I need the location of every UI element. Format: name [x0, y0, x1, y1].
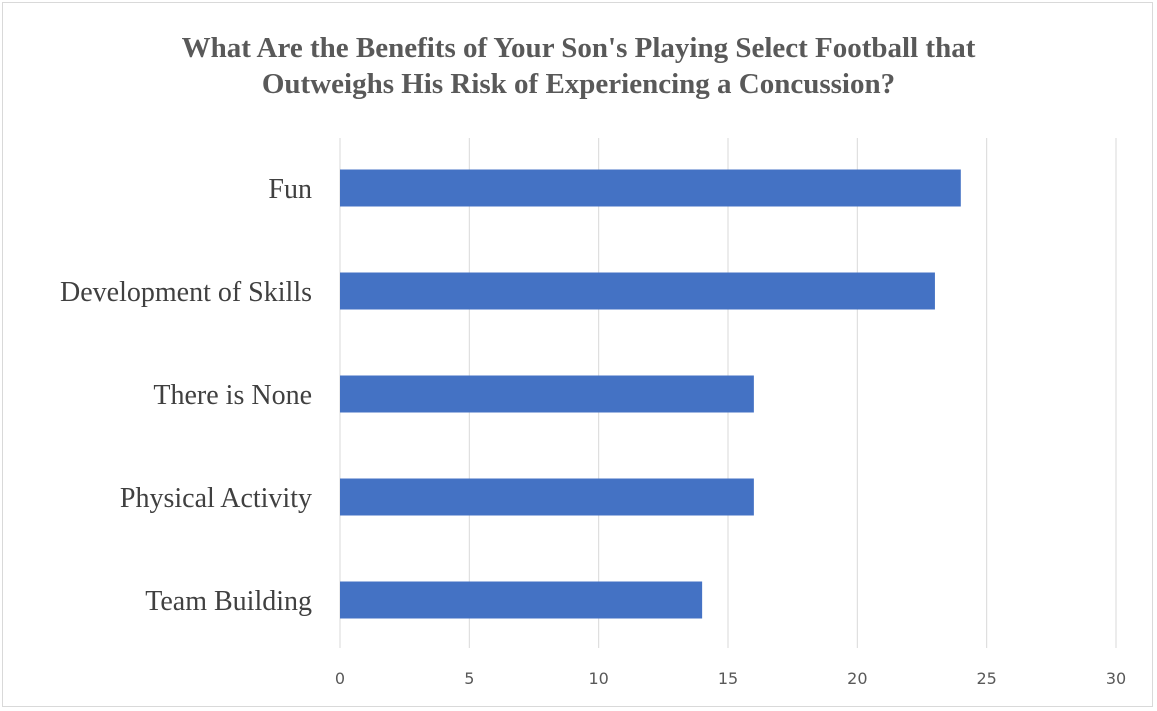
- x-tick-label: 0: [335, 669, 345, 688]
- bar: [340, 169, 961, 207]
- category-label: Development of Skills: [60, 277, 312, 308]
- bar: [340, 272, 935, 310]
- x-tick-label: 15: [718, 669, 738, 688]
- chart-title-line-1: What Are the Benefits of Your Son's Play…: [181, 32, 976, 64]
- x-tick-label: 30: [1106, 669, 1126, 688]
- chart-title: What Are the Benefits of Your Son's Play…: [0, 30, 1157, 102]
- category-label: Team Building: [145, 586, 312, 617]
- bar: [340, 375, 754, 413]
- bar: [340, 581, 703, 619]
- x-tick-label: 20: [847, 669, 867, 688]
- category-label: Fun: [268, 174, 312, 205]
- category-label: There is None: [153, 380, 312, 411]
- x-tick-label: 10: [588, 669, 608, 688]
- x-tick-label: 25: [976, 669, 996, 688]
- bar: [340, 478, 754, 516]
- chart-title-line-2: Outweighs His Risk of Experiencing a Con…: [261, 68, 896, 100]
- category-label: Physical Activity: [120, 483, 312, 514]
- x-tick-label: 5: [464, 669, 474, 688]
